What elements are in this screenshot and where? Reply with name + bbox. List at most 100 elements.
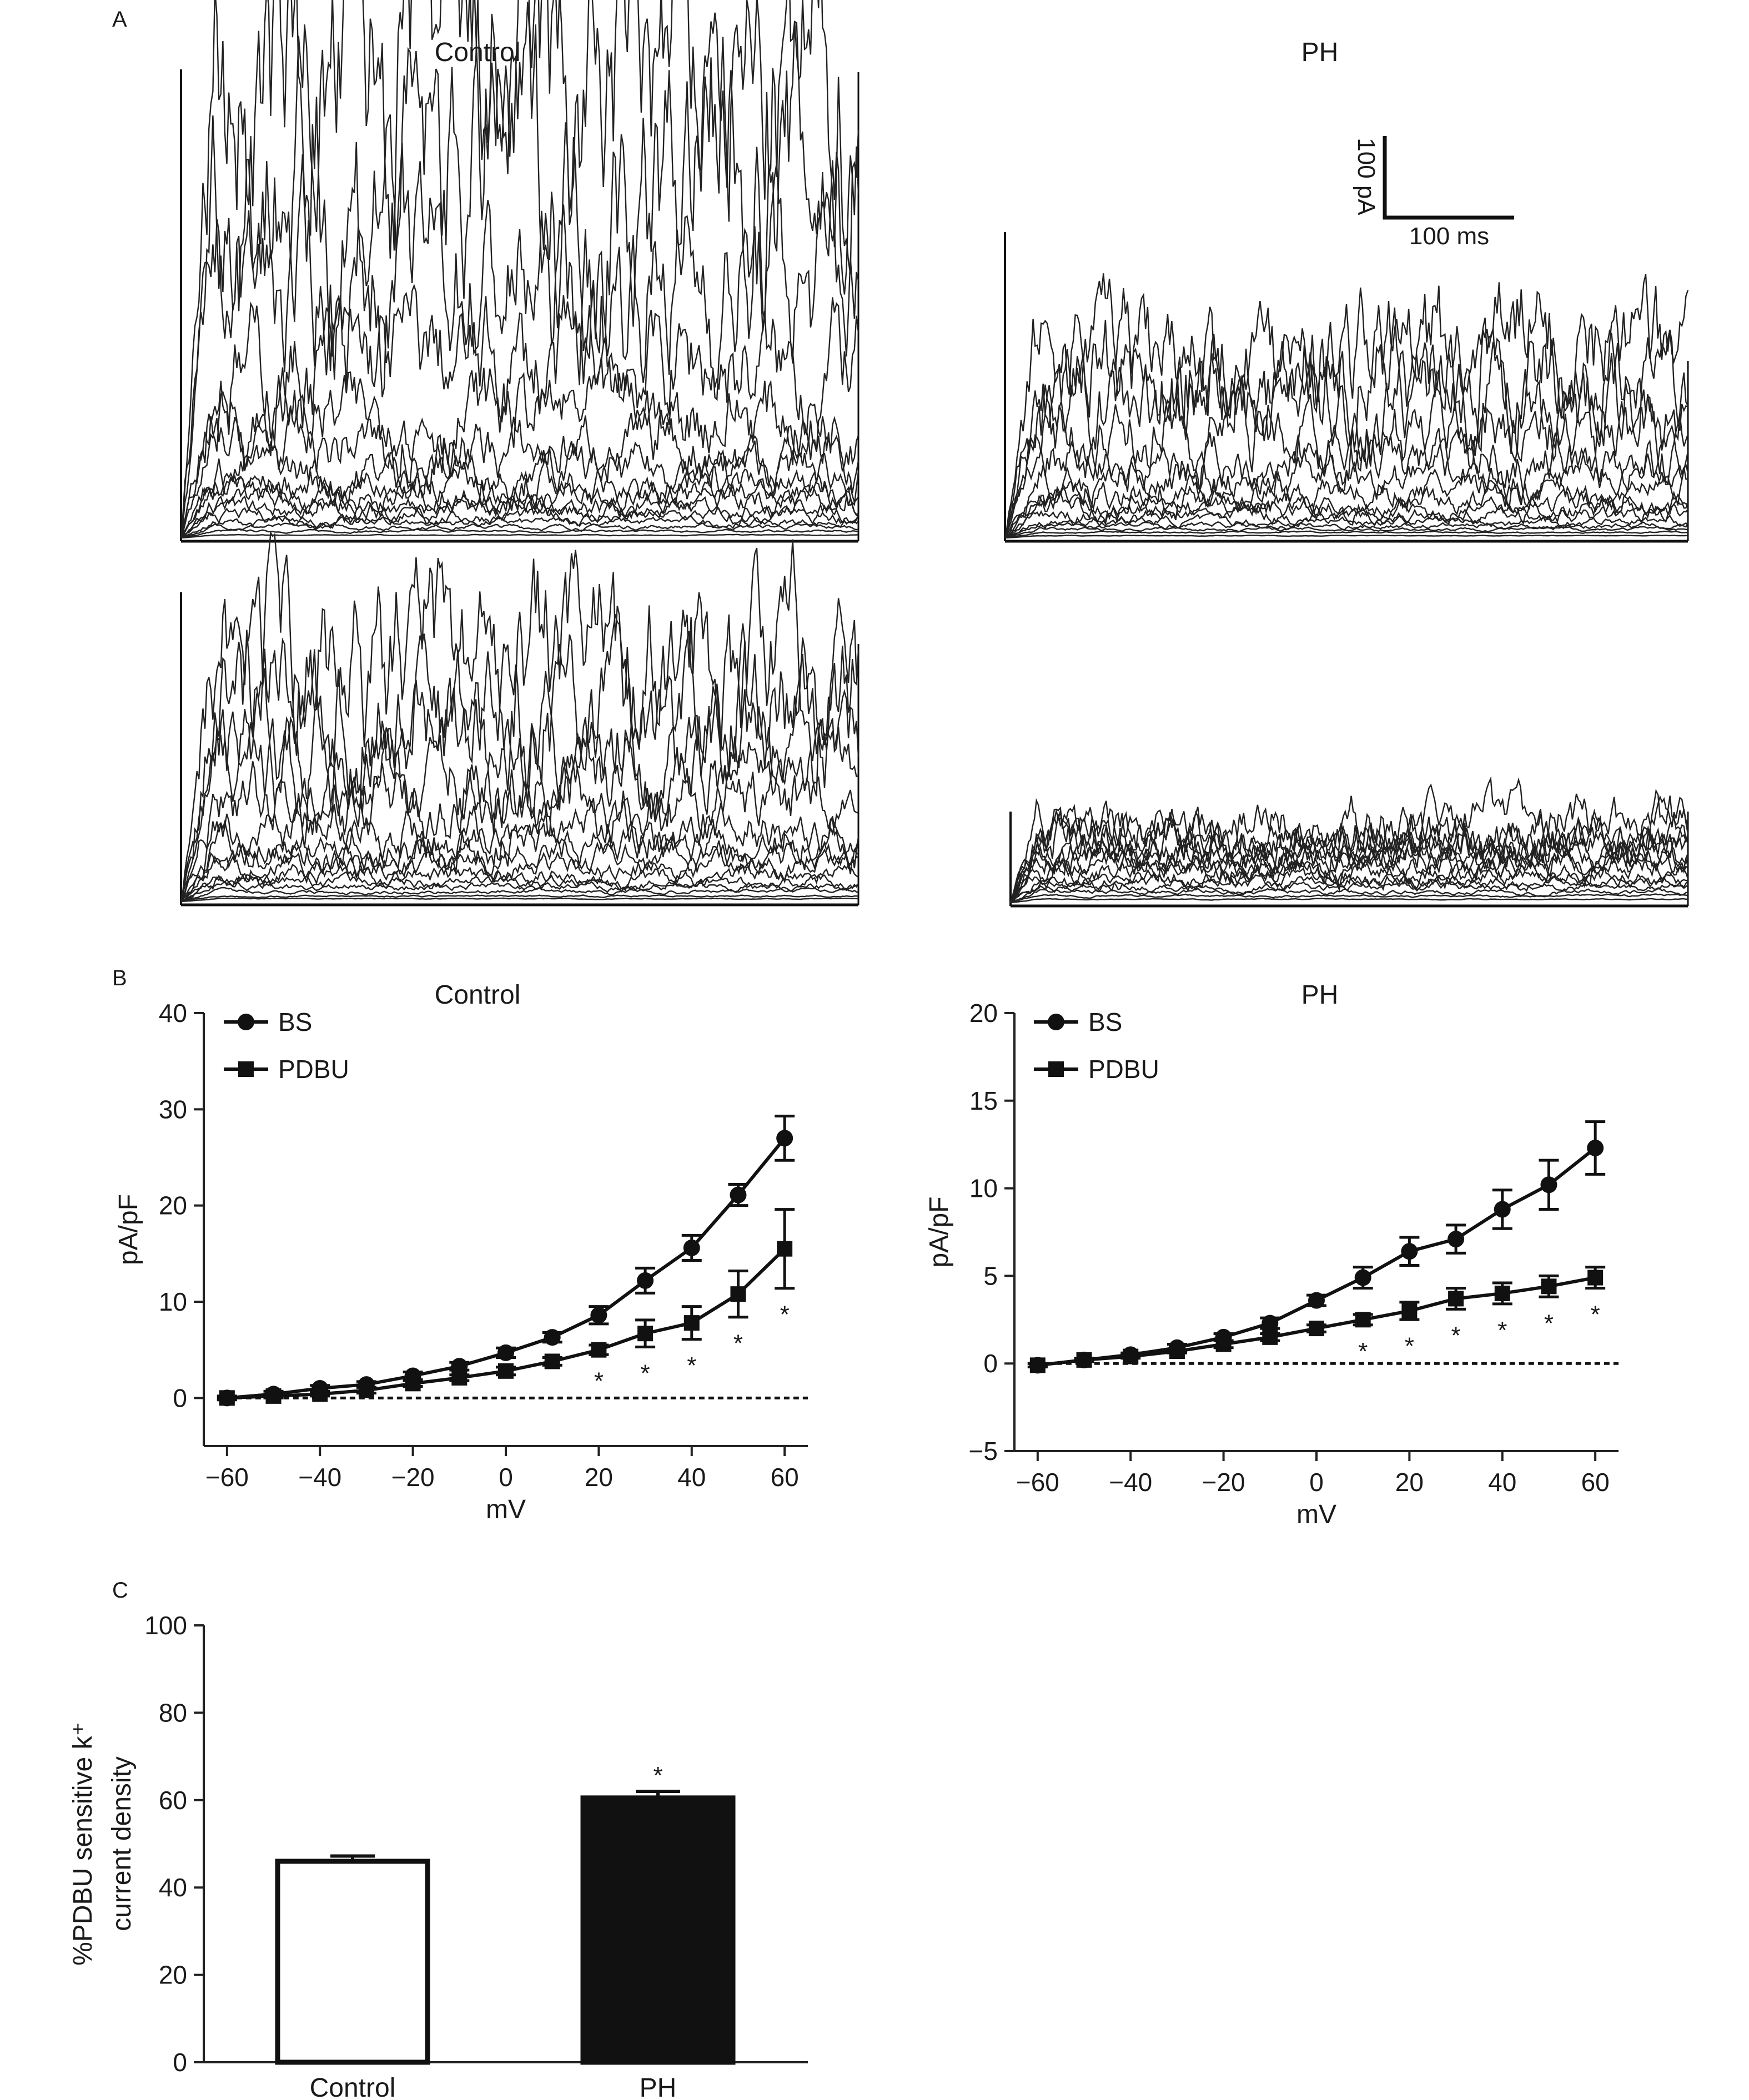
bar [275, 1859, 430, 2065]
x-tick-label: 60 [771, 1463, 799, 1492]
x-tick-label: 20 [585, 1463, 613, 1492]
series-pdbu [1027, 1266, 1606, 1373]
data-point [637, 1272, 654, 1289]
y-tick-label: 20 [969, 999, 998, 1028]
significance-star: * [1591, 1301, 1600, 1328]
current-trace [180, 897, 859, 903]
current-trace [1004, 491, 1688, 538]
current-trace [180, 0, 860, 538]
data-point [1262, 1315, 1279, 1332]
current-trace [180, 531, 860, 902]
legend-item-pdbu: PDBU [224, 1055, 349, 1084]
panel-c-letter: C [112, 1578, 128, 1603]
current-trace [1009, 775, 1689, 903]
panel-a: A Control PH 100 pA 100 ms [112, 0, 1689, 908]
data-point [498, 1363, 514, 1379]
y-axis-label: pA/pF [924, 1196, 954, 1267]
significance-star: * [1497, 1317, 1507, 1344]
data-point [591, 1342, 607, 1358]
current-trace [1010, 898, 1688, 904]
current-trace [1009, 800, 1689, 903]
data-point [683, 1239, 700, 1256]
current-trace [1009, 783, 1689, 903]
data-point [1587, 1270, 1604, 1286]
y-tick-label: 30 [159, 1095, 187, 1124]
data-point [1029, 1357, 1046, 1373]
significance-star: * [1451, 1322, 1461, 1349]
significance-star: * [641, 1359, 650, 1387]
legend-label: BS [278, 1008, 312, 1036]
y-tick-label: 10 [969, 1174, 998, 1203]
x-tick-label: 20 [1395, 1468, 1424, 1497]
y-axis-label-line: current density [107, 1756, 137, 1931]
current-trace [180, 533, 858, 539]
legend-marker [1048, 1061, 1064, 1077]
x-tick-label: 40 [1488, 1468, 1516, 1497]
significance-star: * [594, 1367, 604, 1394]
x-axis-label: mV [1296, 1500, 1336, 1529]
data-point [590, 1307, 607, 1324]
current-trace [1004, 521, 1688, 539]
current-trace [1010, 888, 1688, 904]
significance-star: * [733, 1330, 743, 1357]
significance-star: * [1405, 1332, 1414, 1359]
current-trace [1004, 438, 1689, 538]
current-trace [180, 440, 860, 538]
y-tick-label: 0 [983, 1349, 998, 1378]
data-point [730, 1286, 746, 1302]
data-point [730, 1186, 747, 1203]
current-trace [1004, 372, 1689, 538]
data-point [544, 1353, 560, 1369]
data-point [219, 1390, 235, 1406]
panel-a-title-ph: PH [1301, 38, 1339, 67]
legend-label: PDBU [278, 1055, 349, 1084]
scale-bar: 100 pA 100 ms [1353, 136, 1514, 250]
data-point [1587, 1140, 1604, 1157]
bar [580, 1795, 736, 2065]
data-point [544, 1329, 561, 1346]
current-trace [180, 450, 859, 538]
current-trace [180, 142, 860, 538]
current-trace [1004, 424, 1689, 538]
current-trace [180, 392, 860, 538]
legend-label: PDBU [1088, 1055, 1159, 1084]
significance-star: * [653, 1762, 662, 1789]
current-trace [180, 816, 859, 902]
y-tick-label: 0 [173, 1383, 187, 1412]
data-point [1448, 1231, 1465, 1248]
current-trace [180, 653, 860, 902]
current-trace [1004, 526, 1688, 539]
current-trace [1004, 462, 1688, 538]
x-axis-label: mV [486, 1495, 526, 1524]
x-tick-label: 0 [499, 1463, 513, 1492]
significance-star: * [1544, 1310, 1554, 1337]
legend-marker [238, 1014, 254, 1030]
data-point [1215, 1336, 1232, 1352]
data-point [405, 1376, 421, 1392]
significance-star: * [1358, 1338, 1368, 1365]
legend-marker [238, 1061, 254, 1077]
data-point [1309, 1321, 1324, 1337]
data-point [1401, 1243, 1418, 1260]
data-point [683, 1315, 700, 1331]
significance-star: * [687, 1352, 696, 1379]
current-trace [180, 847, 859, 902]
chart-b-ph: PH −5 0 5 10 15 20 −60 −40 −20 0 20 40 60 mV pA/pF * * * * *… [924, 980, 1619, 1529]
data-point [312, 1386, 328, 1402]
x-tick-label: −60 [205, 1463, 249, 1492]
y-tick-label: 20 [159, 1191, 187, 1220]
x-tick-label: 0 [1309, 1468, 1324, 1497]
chart-title: PH [1301, 980, 1339, 1010]
y-tick-label: −5 [969, 1437, 998, 1466]
y-tick-label: 40 [159, 1873, 187, 1902]
y-tick-label: 10 [159, 1287, 187, 1316]
current-trace [1004, 535, 1688, 539]
current-trace [1010, 893, 1688, 904]
data-point [451, 1369, 468, 1386]
panel-c: C 0 20 40 60 80 100 Control PH * %PDBU sensitive … [68, 1578, 808, 2100]
traces-control-pdbu [180, 531, 860, 907]
current-trace [180, 880, 859, 903]
current-trace [180, 479, 860, 538]
data-point [497, 1344, 514, 1361]
bar-ph: PH * [580, 1762, 736, 2100]
